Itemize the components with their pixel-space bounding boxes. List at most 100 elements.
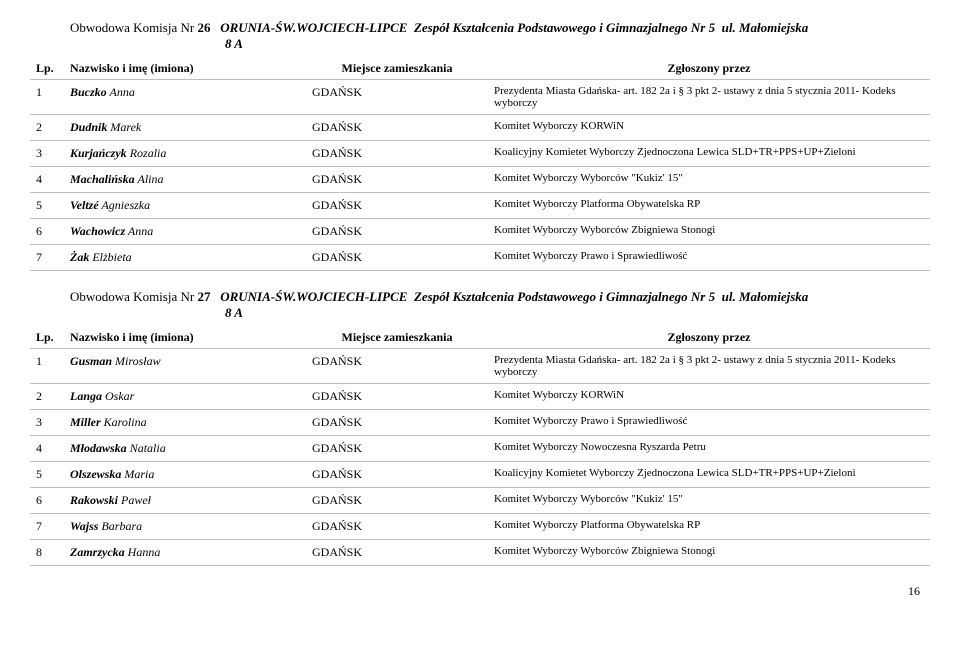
cell-by: Komitet Wyborczy Prawo i Sprawiedliwość — [488, 410, 930, 436]
cell-name: Langa Oskar — [64, 384, 306, 410]
commission-table: Lp.Nazwisko i imę (imiona)Miejsce zamies… — [30, 327, 930, 566]
cell-name: Młodawska Natalia — [64, 436, 306, 462]
given-name: Mirosław — [115, 354, 161, 368]
cell-by: Komitet Wyborczy KORWiN — [488, 115, 930, 141]
cell-by: Komitet Wyborczy Prawo i Sprawiedliwość — [488, 245, 930, 271]
table-row: 7Wajss BarbaraGDAŃSKKomitet Wyborczy Pla… — [30, 514, 930, 540]
given-name: Maria — [124, 467, 154, 481]
cell-by: Komitet Wyborczy Platforma Obywatelska R… — [488, 193, 930, 219]
commission-venue: Zespół Kształcenia Podstawowego i Gimnaz… — [414, 289, 715, 304]
cell-by: Komitet Wyborczy Wyborców Zbigniewa Ston… — [488, 540, 930, 566]
commission-prefix: Obwodowa Komisja Nr — [70, 289, 197, 304]
commission-header-line1: Obwodowa Komisja Nr 27 ORUNIA-ŚW.WOJCIEC… — [70, 289, 930, 305]
given-name: Elżbieta — [92, 250, 131, 264]
cell-place: GDAŃSK — [306, 193, 488, 219]
cell-name: Kurjańczyk Rozalia — [64, 141, 306, 167]
cell-name: Miller Karolina — [64, 410, 306, 436]
table-body: 1Gusman MirosławGDAŃSKPrezydenta Miasta … — [30, 349, 930, 566]
table-row: 3Kurjańczyk RozaliaGDAŃSKKoalicyjny Komi… — [30, 141, 930, 167]
col-name: Nazwisko i imę (imiona) — [64, 327, 306, 349]
cell-place: GDAŃSK — [306, 349, 488, 384]
commission-venue: Zespół Kształcenia Podstawowego i Gimnaz… — [414, 20, 715, 35]
cell-lp: 6 — [30, 219, 64, 245]
given-name: Anna — [109, 85, 134, 99]
surname: Żak — [70, 250, 89, 264]
cell-place: GDAŃSK — [306, 488, 488, 514]
surname: Gusman — [70, 354, 112, 368]
surname: Olszewska — [70, 467, 121, 481]
table-row: 3Miller KarolinaGDAŃSKKomitet Wyborczy P… — [30, 410, 930, 436]
cell-place: GDAŃSK — [306, 384, 488, 410]
given-name: Barbara — [101, 519, 142, 533]
given-name: Alina — [137, 172, 163, 186]
commission-district: ORUNIA-ŚW.WOJCIECH-LIPCE — [220, 289, 407, 304]
commission-header-line2: 8 A — [225, 36, 930, 52]
cell-place: GDAŃSK — [306, 80, 488, 115]
cell-name: Rakowski Paweł — [64, 488, 306, 514]
given-name: Karolina — [104, 415, 147, 429]
cell-lp: 2 — [30, 384, 64, 410]
cell-lp: 2 — [30, 115, 64, 141]
cell-name: Wajss Barbara — [64, 514, 306, 540]
cell-place: GDAŃSK — [306, 410, 488, 436]
table-row: 4Machalińska AlinaGDAŃSKKomitet Wyborczy… — [30, 167, 930, 193]
table-row: 8Zamrzycka HannaGDAŃSKKomitet Wyborczy W… — [30, 540, 930, 566]
cell-by: Prezydenta Miasta Gdańska- art. 182 2a i… — [488, 80, 930, 115]
surname: Veltzé — [70, 198, 99, 212]
given-name: Marek — [110, 120, 141, 134]
cell-name: Machalińska Alina — [64, 167, 306, 193]
table-row: 6Rakowski PawełGDAŃSKKomitet Wyborczy Wy… — [30, 488, 930, 514]
cell-lp: 4 — [30, 167, 64, 193]
cell-place: GDAŃSK — [306, 167, 488, 193]
cell-place: GDAŃSK — [306, 436, 488, 462]
surname: Zamrzycka — [70, 545, 125, 559]
surname: Wajss — [70, 519, 98, 533]
given-name: Rozalia — [130, 146, 167, 160]
cell-place: GDAŃSK — [306, 540, 488, 566]
col-name: Nazwisko i imę (imiona) — [64, 58, 306, 80]
cell-name: Veltzé Agnieszka — [64, 193, 306, 219]
table-row: 4Młodawska NataliaGDAŃSKKomitet Wyborczy… — [30, 436, 930, 462]
cell-name: Gusman Mirosław — [64, 349, 306, 384]
surname: Dudnik — [70, 120, 107, 134]
given-name: Anna — [128, 224, 153, 238]
surname: Buczko — [70, 85, 107, 99]
cell-lp: 6 — [30, 488, 64, 514]
commission-district: ORUNIA-ŚW.WOJCIECH-LIPCE — [220, 20, 407, 35]
cell-lp: 8 — [30, 540, 64, 566]
commission-street: ul. Małomiejska — [722, 20, 809, 35]
commission-header-line2: 8 A — [225, 305, 930, 321]
commission-header: Obwodowa Komisja Nr 26 ORUNIA-ŚW.WOJCIEC… — [70, 20, 930, 52]
cell-lp: 5 — [30, 462, 64, 488]
cell-by: Komitet Wyborczy Wyborców Zbigniewa Ston… — [488, 219, 930, 245]
cell-lp: 1 — [30, 349, 64, 384]
cell-place: GDAŃSK — [306, 115, 488, 141]
cell-name: Olszewska Maria — [64, 462, 306, 488]
surname: Rakowski — [70, 493, 118, 507]
table-row: 5Olszewska MariaGDAŃSKKoalicyjny Komiete… — [30, 462, 930, 488]
given-name: Paweł — [121, 493, 151, 507]
table-head: Lp.Nazwisko i imę (imiona)Miejsce zamies… — [30, 327, 930, 349]
surname: Wachowicz — [70, 224, 125, 238]
header-row: Lp.Nazwisko i imę (imiona)Miejsce zamies… — [30, 327, 930, 349]
cell-lp: 5 — [30, 193, 64, 219]
col-place: Miejsce zamieszkania — [306, 327, 488, 349]
commission-table: Lp.Nazwisko i imę (imiona)Miejsce zamies… — [30, 58, 930, 271]
commission-street: ul. Małomiejska — [722, 289, 809, 304]
surname: Miller — [70, 415, 101, 429]
cell-name: Żak Elżbieta — [64, 245, 306, 271]
cell-by: Koalicyjny Komietet Wyborczy Zjednoczona… — [488, 462, 930, 488]
commission-number: 27 — [197, 289, 210, 304]
cell-lp: 7 — [30, 514, 64, 540]
cell-by: Prezydenta Miasta Gdańska- art. 182 2a i… — [488, 349, 930, 384]
commission-header: Obwodowa Komisja Nr 27 ORUNIA-ŚW.WOJCIEC… — [70, 289, 930, 321]
cell-lp: 7 — [30, 245, 64, 271]
cell-lp: 3 — [30, 410, 64, 436]
table-row: 5Veltzé AgnieszkaGDAŃSKKomitet Wyborczy … — [30, 193, 930, 219]
col-place: Miejsce zamieszkania — [306, 58, 488, 80]
cell-place: GDAŃSK — [306, 219, 488, 245]
commission-number: 26 — [197, 20, 210, 35]
col-lp: Lp. — [30, 327, 64, 349]
table-row: 2Langa OskarGDAŃSKKomitet Wyborczy KORWi… — [30, 384, 930, 410]
cell-name: Wachowicz Anna — [64, 219, 306, 245]
